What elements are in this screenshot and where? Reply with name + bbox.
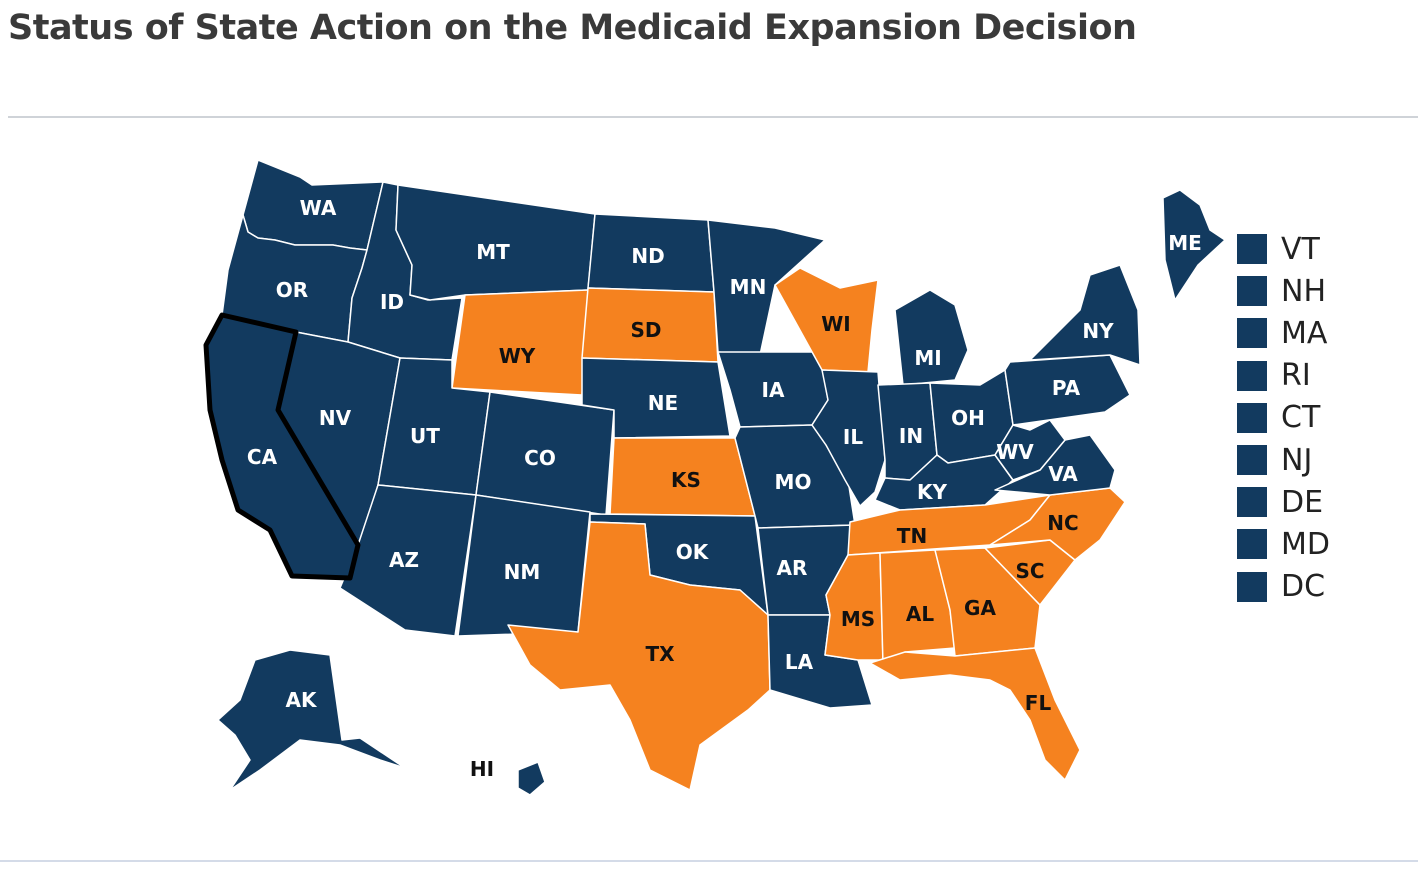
legend-label: CT xyxy=(1281,400,1321,436)
legend-item[interactable]: VT xyxy=(1237,228,1330,270)
state-ca[interactable] xyxy=(203,312,361,581)
state-ia[interactable] xyxy=(717,351,829,428)
legend-item[interactable]: MD xyxy=(1237,523,1330,565)
page-title: Status of State Action on the Medicaid E… xyxy=(8,8,1137,48)
state-ak[interactable] xyxy=(217,649,406,791)
title-divider xyxy=(8,116,1418,118)
state-wy[interactable] xyxy=(451,289,589,396)
legend-label: RI xyxy=(1281,358,1311,394)
state-me[interactable] xyxy=(1162,189,1226,301)
state-ny[interactable] xyxy=(1029,264,1141,366)
legend-swatch xyxy=(1237,571,1267,602)
legend-label: MD xyxy=(1281,526,1330,562)
legend-swatch xyxy=(1237,445,1267,476)
legend-item[interactable]: RI xyxy=(1237,355,1330,397)
legend-swatch xyxy=(1237,234,1267,265)
state-hi[interactable] xyxy=(517,761,546,796)
legend-label: MA xyxy=(1281,315,1328,351)
legend-swatch xyxy=(1237,360,1267,391)
legend-label: NJ xyxy=(1281,442,1313,478)
state-nd[interactable] xyxy=(587,213,715,293)
legend-label: VT xyxy=(1281,231,1320,267)
state-co[interactable] xyxy=(475,391,615,516)
state-mn[interactable] xyxy=(707,219,826,356)
legend-label: DC xyxy=(1281,569,1326,605)
legend-label: NH xyxy=(1281,273,1326,309)
legend-item[interactable]: DE xyxy=(1237,481,1330,523)
legend-swatch xyxy=(1237,402,1267,433)
state-tx[interactable] xyxy=(507,521,771,791)
legend-item[interactable]: MA xyxy=(1237,312,1330,354)
state-mi[interactable] xyxy=(894,289,969,386)
state-nc[interactable] xyxy=(989,487,1126,561)
legend-item[interactable]: NH xyxy=(1237,270,1330,312)
legend-label: DE xyxy=(1281,484,1324,520)
state-pa[interactable] xyxy=(1004,354,1131,426)
legend-swatch xyxy=(1237,318,1267,349)
state-wa[interactable] xyxy=(242,159,384,251)
legend-item[interactable]: DC xyxy=(1237,566,1330,608)
legend-item[interactable]: CT xyxy=(1237,397,1330,439)
legend-swatch xyxy=(1237,529,1267,560)
state-fl[interactable] xyxy=(869,647,1081,781)
state-nm[interactable] xyxy=(457,494,591,637)
legend: VT NH MA RI CT NJ DE MD DC xyxy=(1237,228,1330,608)
bottom-divider xyxy=(0,860,1418,862)
legend-item[interactable]: NJ xyxy=(1237,439,1330,481)
state-wv[interactable] xyxy=(994,419,1066,481)
legend-swatch xyxy=(1237,487,1267,518)
state-label-hi: HI xyxy=(470,757,494,781)
legend-swatch xyxy=(1237,276,1267,307)
state-sd[interactable] xyxy=(581,287,719,363)
state-mt[interactable] xyxy=(395,184,596,301)
us-map: WAORCAIDNVMTWYUTAZCONMNDSDNEKSOKTXMNIAMO… xyxy=(203,159,1226,796)
state-ks[interactable] xyxy=(609,437,756,517)
